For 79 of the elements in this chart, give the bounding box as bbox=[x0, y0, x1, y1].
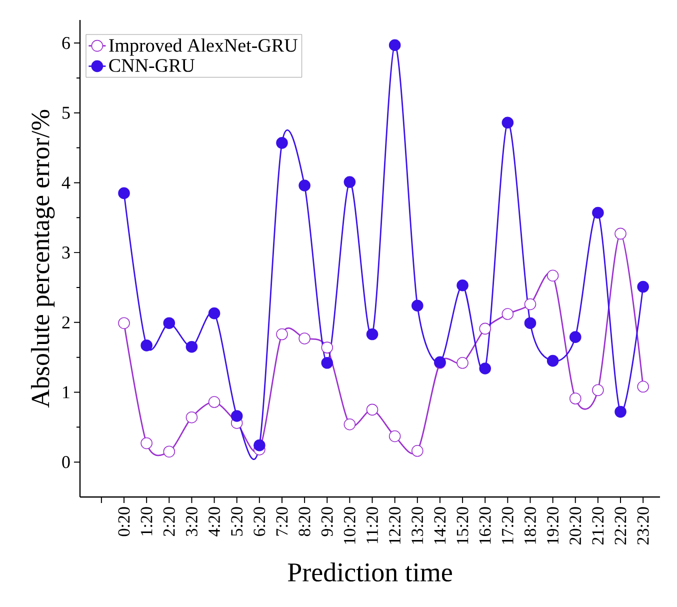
x-tick-label: 3:20 bbox=[186, 507, 198, 536]
point bbox=[186, 340, 198, 353]
point bbox=[230, 410, 243, 422]
x-tick-label: 4:20 bbox=[208, 507, 220, 536]
point bbox=[479, 322, 491, 335]
point bbox=[479, 362, 491, 374]
y-tick-label: 6 bbox=[62, 36, 70, 50]
x-tick-label: 13:20 bbox=[412, 507, 424, 544]
point bbox=[344, 418, 356, 430]
x-tick-label: 11:20 bbox=[366, 507, 378, 544]
point bbox=[569, 392, 582, 404]
x-tick-label: 5:20 bbox=[231, 507, 243, 536]
x-tick-label: 1:20 bbox=[140, 507, 152, 536]
y-tick-label: 2 bbox=[62, 316, 70, 328]
x-tick-label: 10:20 bbox=[344, 507, 356, 544]
point bbox=[388, 430, 401, 442]
x-tick-label: 7:20 bbox=[276, 507, 288, 536]
x-tick-label: 15:20 bbox=[456, 507, 468, 544]
point bbox=[614, 406, 626, 418]
y-tick-label: 4 bbox=[62, 176, 70, 189]
point bbox=[592, 206, 604, 219]
x-tick-label: 23:20 bbox=[637, 507, 649, 544]
point bbox=[637, 280, 649, 293]
point bbox=[546, 354, 559, 367]
x-tick-label: 8:20 bbox=[298, 507, 310, 536]
point bbox=[592, 384, 604, 396]
point bbox=[298, 180, 310, 192]
y-tick-label: 5 bbox=[62, 106, 70, 119]
point bbox=[366, 404, 378, 416]
point bbox=[456, 357, 468, 369]
point bbox=[118, 187, 130, 200]
x-tick-label: 16:20 bbox=[479, 507, 491, 544]
x-tick-label: 2:20 bbox=[163, 507, 175, 536]
point bbox=[524, 317, 536, 329]
point bbox=[412, 300, 424, 312]
x-tick-label: 18:20 bbox=[524, 507, 536, 544]
point bbox=[321, 342, 334, 354]
legend-label: Improved AlexNet-GRU bbox=[109, 38, 298, 56]
point bbox=[344, 176, 356, 188]
x-tick-label: 17:20 bbox=[502, 507, 514, 544]
x-tick-label: 9:20 bbox=[321, 507, 333, 536]
x-tick-label: 21:20 bbox=[592, 507, 604, 544]
x-axis-title: Prediction time bbox=[288, 562, 452, 582]
point bbox=[163, 446, 176, 458]
y-tick-label: 0 bbox=[62, 456, 70, 468]
point bbox=[546, 270, 559, 282]
point bbox=[186, 411, 198, 424]
x-tick-label: 0:20 bbox=[118, 507, 130, 536]
point bbox=[366, 328, 378, 340]
legend-label: CNN-GRU bbox=[109, 59, 195, 72]
point bbox=[569, 331, 582, 343]
x-tick-label: 19:20 bbox=[547, 507, 559, 544]
y-tick-label: 1 bbox=[63, 386, 70, 398]
point bbox=[276, 137, 288, 149]
point bbox=[163, 317, 176, 329]
x-tick-label: 20:20 bbox=[570, 507, 582, 544]
point bbox=[140, 340, 152, 352]
point bbox=[456, 279, 468, 292]
x-tick-label: 14:20 bbox=[434, 507, 446, 544]
point bbox=[524, 298, 536, 310]
point bbox=[388, 39, 401, 52]
point bbox=[614, 228, 626, 240]
point bbox=[118, 317, 130, 329]
point bbox=[254, 439, 266, 452]
point bbox=[412, 445, 424, 457]
x-tick-label: 6:20 bbox=[254, 507, 266, 536]
point bbox=[321, 357, 334, 369]
point bbox=[637, 380, 649, 393]
x-tick-label: 12:20 bbox=[389, 507, 401, 544]
point bbox=[298, 332, 310, 344]
point bbox=[208, 396, 220, 408]
y-tick-label: 3 bbox=[62, 246, 70, 259]
y-axis-title: Absolute percentage error/% bbox=[30, 110, 55, 408]
point bbox=[208, 307, 220, 320]
point bbox=[502, 308, 514, 320]
point bbox=[140, 437, 152, 450]
point bbox=[276, 328, 288, 340]
point bbox=[502, 116, 514, 129]
x-tick-label: 22:20 bbox=[614, 507, 626, 544]
